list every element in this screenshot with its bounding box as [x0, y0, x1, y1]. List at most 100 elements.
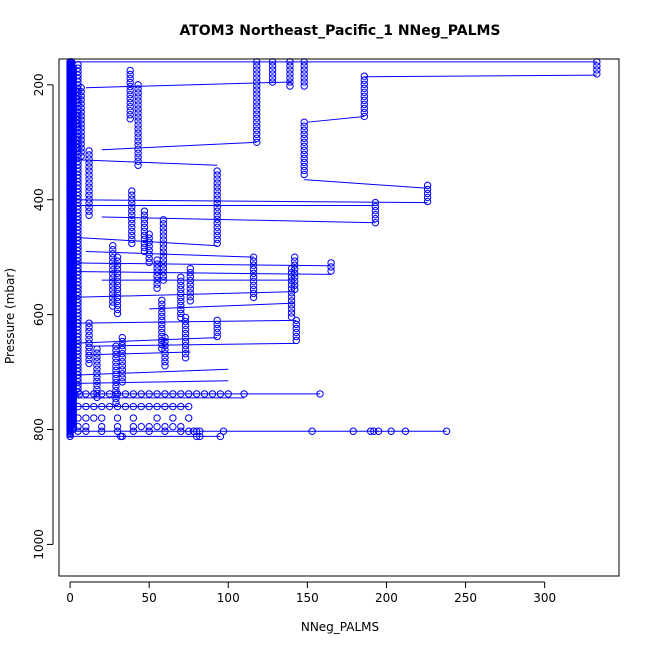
data-point	[126, 98, 134, 107]
data-point	[213, 239, 221, 248]
data-point	[287, 297, 296, 305]
data-point	[186, 277, 194, 285]
data-point	[593, 66, 601, 74]
data-point	[145, 238, 153, 246]
data-point	[423, 197, 432, 206]
data-point	[153, 414, 161, 422]
data-point	[82, 390, 90, 398]
data-point	[177, 277, 185, 286]
data-point	[93, 365, 101, 373]
data-point	[77, 124, 85, 132]
data-point	[249, 281, 258, 290]
data-point	[213, 223, 221, 232]
data-point	[593, 62, 601, 70]
data-point	[140, 223, 149, 232]
data-point	[249, 285, 258, 294]
data-point	[185, 402, 193, 411]
series-line	[70, 319, 297, 324]
data-point	[159, 244, 168, 252]
data-point	[268, 78, 277, 86]
data-point	[177, 422, 185, 431]
data-point	[109, 302, 117, 310]
data-point	[186, 281, 194, 289]
data-point	[192, 427, 201, 435]
data-point	[213, 324, 221, 333]
data-point	[213, 179, 221, 187]
data-point	[98, 414, 106, 422]
series-line	[77, 368, 229, 376]
data-point	[213, 203, 221, 211]
y-tick-label: 1000	[32, 529, 46, 560]
data-point	[177, 313, 185, 322]
data-point	[93, 361, 101, 369]
data-point	[423, 181, 432, 190]
data-point	[423, 185, 432, 194]
data-point	[85, 331, 93, 340]
plot-frame	[58, 58, 620, 577]
data-point	[134, 125, 142, 133]
data-point	[196, 432, 204, 441]
data-point	[109, 274, 117, 282]
data-point	[134, 85, 142, 93]
data-point	[181, 337, 190, 346]
data-point	[71, 390, 79, 398]
data-point	[74, 414, 82, 422]
data-point	[118, 345, 126, 354]
data-point	[109, 298, 117, 306]
data-point	[286, 66, 294, 74]
data-point	[292, 324, 300, 333]
data-point	[213, 227, 221, 236]
data-point	[287, 309, 296, 317]
data-point	[253, 126, 261, 134]
data-point	[77, 144, 85, 152]
data-point	[74, 402, 82, 411]
data-point	[93, 369, 101, 377]
data-point	[370, 427, 378, 435]
data-point	[140, 207, 149, 215]
data-point	[128, 207, 136, 215]
data-point	[128, 195, 136, 203]
series-line	[70, 380, 229, 385]
data-point	[109, 282, 117, 290]
data-point	[158, 332, 166, 341]
data-point	[360, 96, 369, 105]
data-point	[300, 146, 308, 155]
data-point	[98, 422, 106, 431]
data-point	[93, 349, 101, 357]
data-point	[98, 390, 106, 398]
data-point	[113, 269, 122, 277]
data-point	[77, 108, 85, 116]
data-point	[113, 390, 122, 398]
data-point	[253, 134, 261, 142]
data-point	[196, 427, 204, 435]
x-tick-label: 200	[375, 591, 398, 605]
data-point	[134, 113, 142, 121]
data-point	[300, 74, 308, 82]
data-point	[291, 253, 299, 261]
data-point	[360, 104, 369, 113]
series-line	[85, 81, 292, 89]
data-point	[109, 254, 117, 262]
data-point	[109, 270, 117, 278]
data-point	[360, 112, 369, 121]
data-point	[134, 121, 142, 129]
data-point	[145, 390, 153, 398]
data-point	[113, 301, 122, 310]
data-point	[85, 207, 93, 215]
data-point	[85, 327, 93, 335]
data-point	[129, 390, 138, 398]
data-point	[113, 293, 122, 302]
data-point	[134, 129, 142, 137]
data-point	[300, 130, 308, 138]
data-point	[360, 108, 369, 117]
data-point	[128, 191, 136, 199]
data-point	[121, 402, 130, 411]
data-point	[300, 170, 308, 179]
data-point	[253, 66, 261, 74]
data-point	[213, 316, 221, 325]
series-line	[70, 159, 218, 166]
data-point	[213, 183, 221, 191]
series-line	[70, 236, 218, 247]
data-point	[93, 377, 101, 385]
